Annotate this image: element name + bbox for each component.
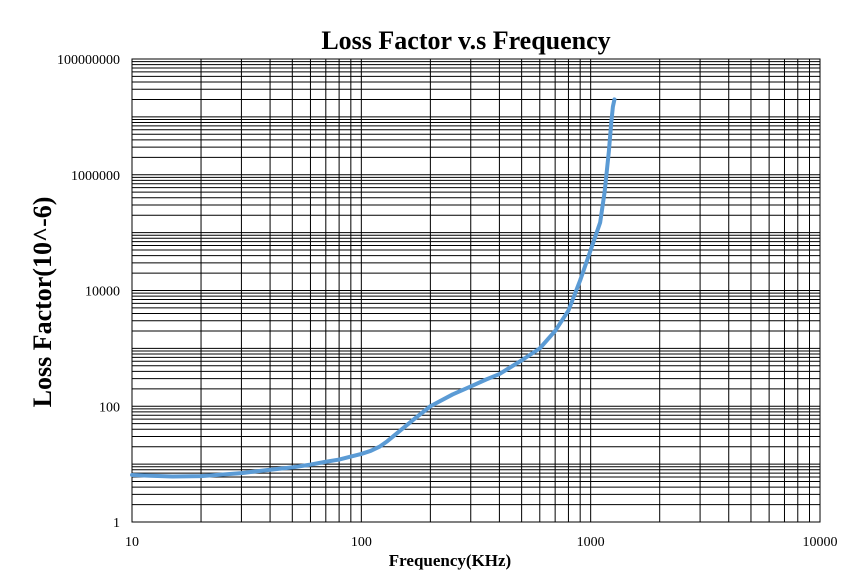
x-tick-label: 100 [351,535,372,550]
y-tick-label: 10000 [85,285,120,300]
y-tick-label: 100 [99,400,120,415]
x-tick-label: 10 [125,535,139,550]
y-axis-ticks: 1 100 10000 1000000 100000000 [57,53,120,531]
chart-grid [131,59,820,523]
x-axis-label: Frequency(KHz) [389,551,511,570]
x-tick-label: 1000 [577,535,605,550]
x-axis-ticks: 10 100 1000 10000 [125,535,838,550]
y-axis-label: Loss Factor(10^-6) [28,197,57,408]
y-tick-label: 1 [113,516,120,531]
chart-title: Loss Factor v.s Frequency [321,26,610,55]
y-tick-label: 1000000 [71,169,120,184]
x-tick-label: 10000 [803,535,838,550]
y-tick-label: 100000000 [57,53,120,68]
series-line [130,97,617,479]
plot-frame [131,58,821,523]
